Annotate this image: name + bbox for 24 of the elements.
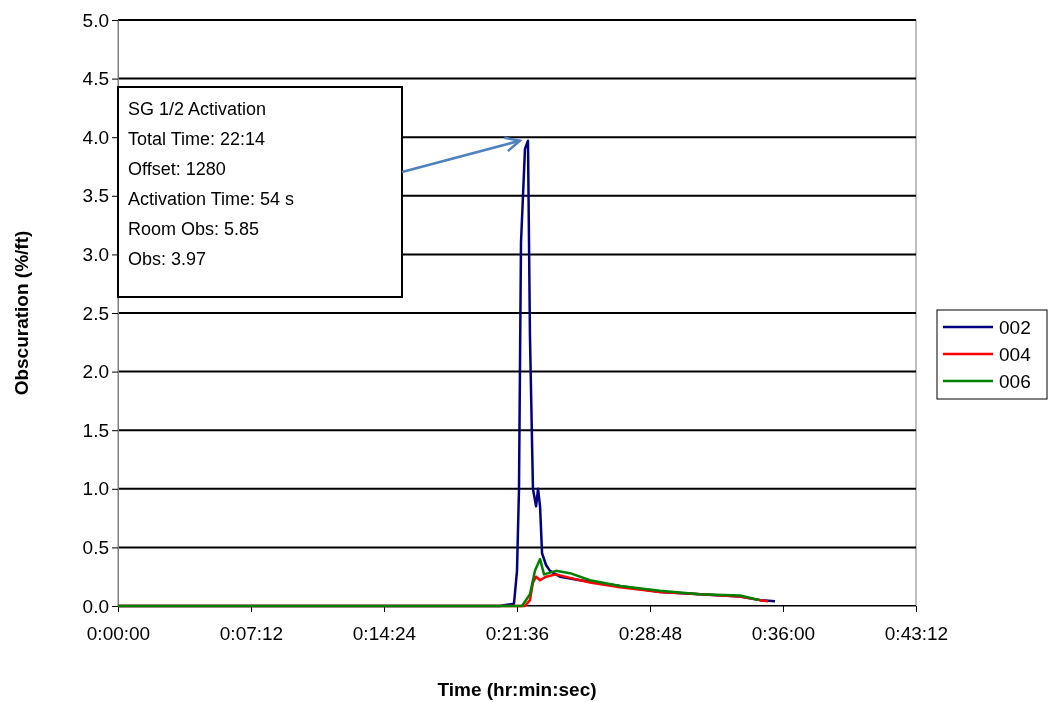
y-tick-label: 3.5 bbox=[82, 185, 109, 207]
y-tick-label: 0.5 bbox=[82, 536, 109, 558]
y-tick-label: 3.0 bbox=[82, 243, 109, 265]
y-tick-label: 4.0 bbox=[82, 126, 109, 148]
legend-label: 004 bbox=[999, 344, 1032, 365]
x-tick-label: 0:00:00 bbox=[86, 622, 151, 644]
y-tick-label: 1.5 bbox=[82, 419, 109, 441]
x-tick-label: 0:21:36 bbox=[485, 622, 550, 644]
x-tick-label: 0:28:48 bbox=[618, 622, 683, 644]
x-tick-label: 0:36:00 bbox=[751, 622, 816, 644]
legend-label: 002 bbox=[999, 317, 1031, 338]
y-axis-title: Obscuration (%/ft) bbox=[11, 230, 32, 396]
x-tick-label: 0:07:12 bbox=[219, 622, 284, 644]
x-tick-label: 0:14:24 bbox=[352, 622, 417, 644]
y-tick-label: 4.5 bbox=[82, 68, 109, 90]
x-tick-label: 0:43:12 bbox=[884, 622, 949, 644]
y-tick-label: 5.0 bbox=[82, 9, 109, 31]
x-axis-title: Time (hr:min:sec) bbox=[437, 679, 597, 700]
legend-label: 006 bbox=[999, 371, 1031, 392]
y-tick-label: 0.0 bbox=[82, 595, 109, 617]
y-tick-label: 2.5 bbox=[82, 302, 109, 324]
y-tick-label: 2.0 bbox=[82, 361, 109, 383]
annotation: SG 1/2 Activation Total Time: 22:14 Offset: 1280 Activation Time: 54 s Room Obs: 5.85 Obs: 3.97 bbox=[128, 99, 295, 269]
y-tick-label: 1.0 bbox=[82, 478, 109, 500]
